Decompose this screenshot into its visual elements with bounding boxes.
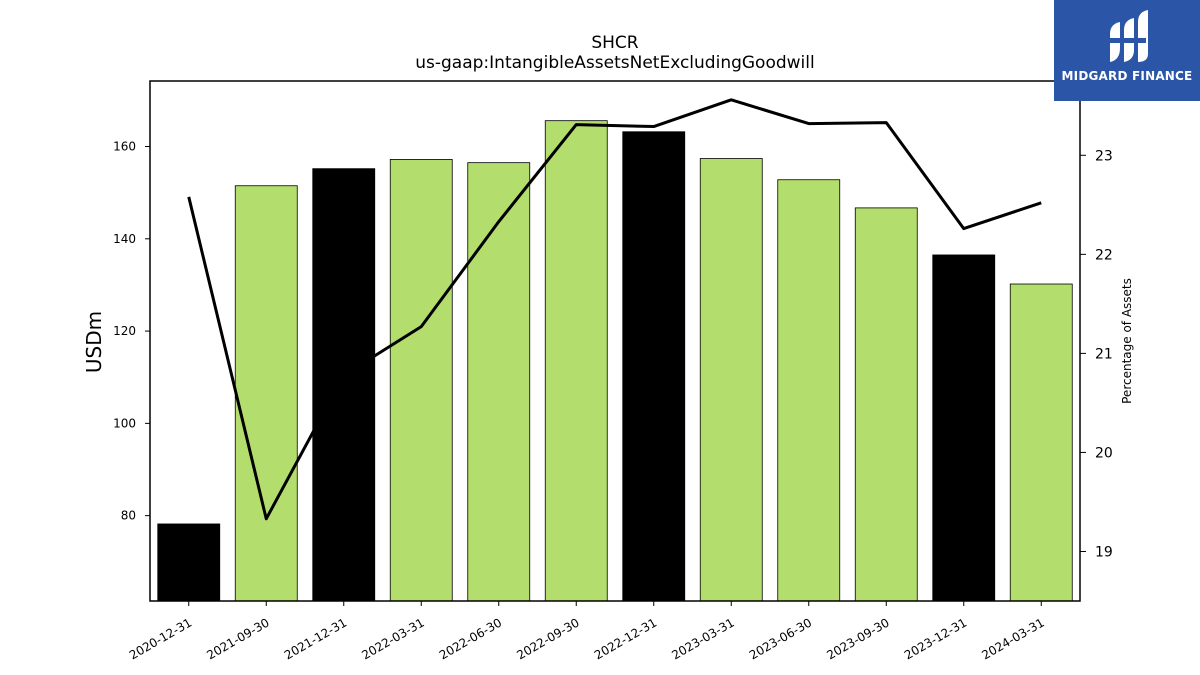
bar <box>854 207 918 602</box>
y-tick-label: 160 <box>113 140 136 154</box>
bar <box>622 131 686 602</box>
y-tick-label: 80 <box>121 509 136 523</box>
bar <box>932 254 996 602</box>
chart-title: SHCR <box>591 33 638 53</box>
x-tick-label: 2022-03-31 <box>359 615 426 662</box>
x-tick-label: 2021-09-30 <box>204 615 271 662</box>
x-tick-label: 2024-03-31 <box>979 615 1046 662</box>
x-tick-label: 2023-03-31 <box>669 615 736 662</box>
chart-subtitle: us-gaap:IntangibleAssetsNetExcludingGood… <box>415 53 814 73</box>
x-tick-label: 2021-12-31 <box>282 615 349 662</box>
series-line <box>187 98 1042 521</box>
y-tick-label: 100 <box>113 416 136 430</box>
y-right-tick-label: 23 <box>1095 148 1113 164</box>
logo-mark-icon <box>1108 10 1148 62</box>
bar <box>389 159 453 602</box>
bar <box>157 523 221 602</box>
midgard-finance-logo: MIDGARD FINANCE <box>1054 0 1200 101</box>
bar <box>312 168 376 602</box>
y-right-tick-label: 22 <box>1095 247 1113 263</box>
bar <box>699 158 763 602</box>
x-tick-label: 2020-12-31 <box>127 615 194 662</box>
x-tick-label: 2022-12-31 <box>592 615 659 662</box>
y-right-tick-label: 20 <box>1095 445 1113 461</box>
x-tick-label: 2022-09-30 <box>514 615 581 662</box>
y-tick-label: 140 <box>113 232 136 246</box>
y-tick-label: 120 <box>113 324 136 338</box>
y-axis-label-right: Percentage of Assets <box>1120 278 1134 404</box>
bar <box>777 179 841 602</box>
y-right-tick-label: 21 <box>1095 346 1113 362</box>
x-tick-label: 2023-06-30 <box>747 615 814 662</box>
x-tick-label: 2022-06-30 <box>437 615 504 662</box>
bar <box>234 185 298 602</box>
bar <box>467 162 531 602</box>
bar <box>1009 283 1073 602</box>
y-right-tick-label: 19 <box>1095 544 1113 560</box>
x-tick-label: 2023-09-30 <box>824 615 891 662</box>
y-axis-label: USDm <box>82 311 106 373</box>
bar <box>544 120 608 602</box>
plot-frame <box>149 80 1081 602</box>
x-tick-label: 2023-12-31 <box>902 615 969 662</box>
logo-text: MIDGARD FINANCE <box>1061 69 1193 83</box>
